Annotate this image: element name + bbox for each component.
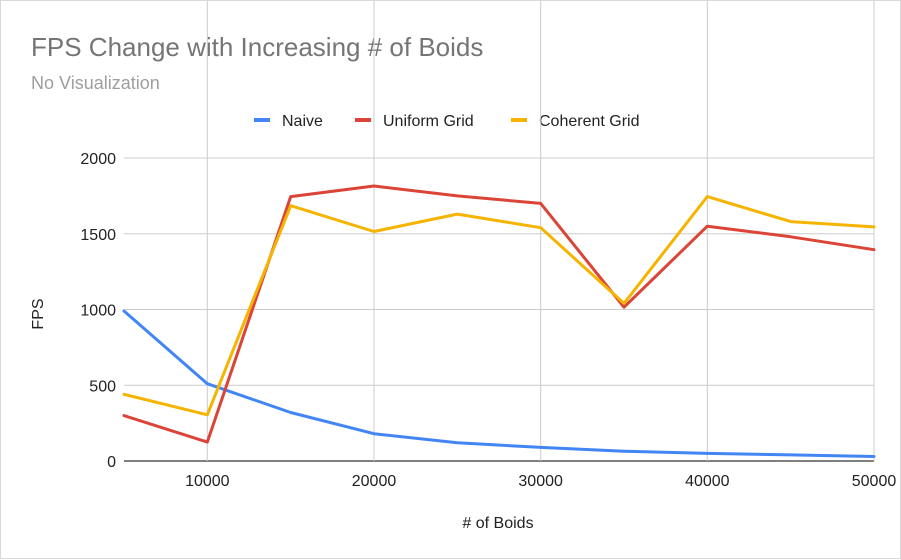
- y-tick-label: 500: [89, 378, 116, 395]
- y-tick-label: 0: [107, 454, 116, 471]
- x-tick-label: 50000: [852, 473, 897, 490]
- chart-subtitle: No Visualization: [31, 73, 160, 93]
- legend-label: Uniform Grid: [383, 113, 474, 130]
- x-tick-label: 10000: [185, 473, 230, 490]
- chart-title: FPS Change with Increasing # of Boids: [31, 32, 483, 62]
- x-tick-label: 30000: [518, 473, 563, 490]
- series-line-coherent-grid: [122, 195, 876, 417]
- x-axis-label: # of Boids: [462, 515, 533, 532]
- legend-item: Uniform Grid: [355, 113, 474, 130]
- x-axis-ticks: 10000 20000 30000 40000 50000: [185, 473, 896, 490]
- legend-item: Coherent Grid: [511, 113, 640, 130]
- series-line-naive: [122, 309, 876, 458]
- series-line-uniform-grid: [122, 184, 876, 444]
- legend: Naive Uniform Grid Coherent Grid: [254, 113, 640, 130]
- legend-label: Coherent Grid: [539, 113, 640, 130]
- x-tick-label: 40000: [685, 473, 730, 490]
- y-tick-label: 1500: [80, 227, 116, 244]
- legend-item: Naive: [254, 113, 323, 130]
- x-tick-label: 20000: [352, 473, 397, 490]
- y-axis-label: FPS: [30, 298, 47, 329]
- y-tick-label: 2000: [80, 151, 116, 168]
- grid: [124, 1, 875, 462]
- y-tick-label: 1000: [80, 303, 116, 320]
- legend-label: Naive: [282, 113, 323, 130]
- series-lines: [122, 184, 876, 458]
- y-axis-ticks: 0 500 1000 1500 2000: [80, 151, 116, 471]
